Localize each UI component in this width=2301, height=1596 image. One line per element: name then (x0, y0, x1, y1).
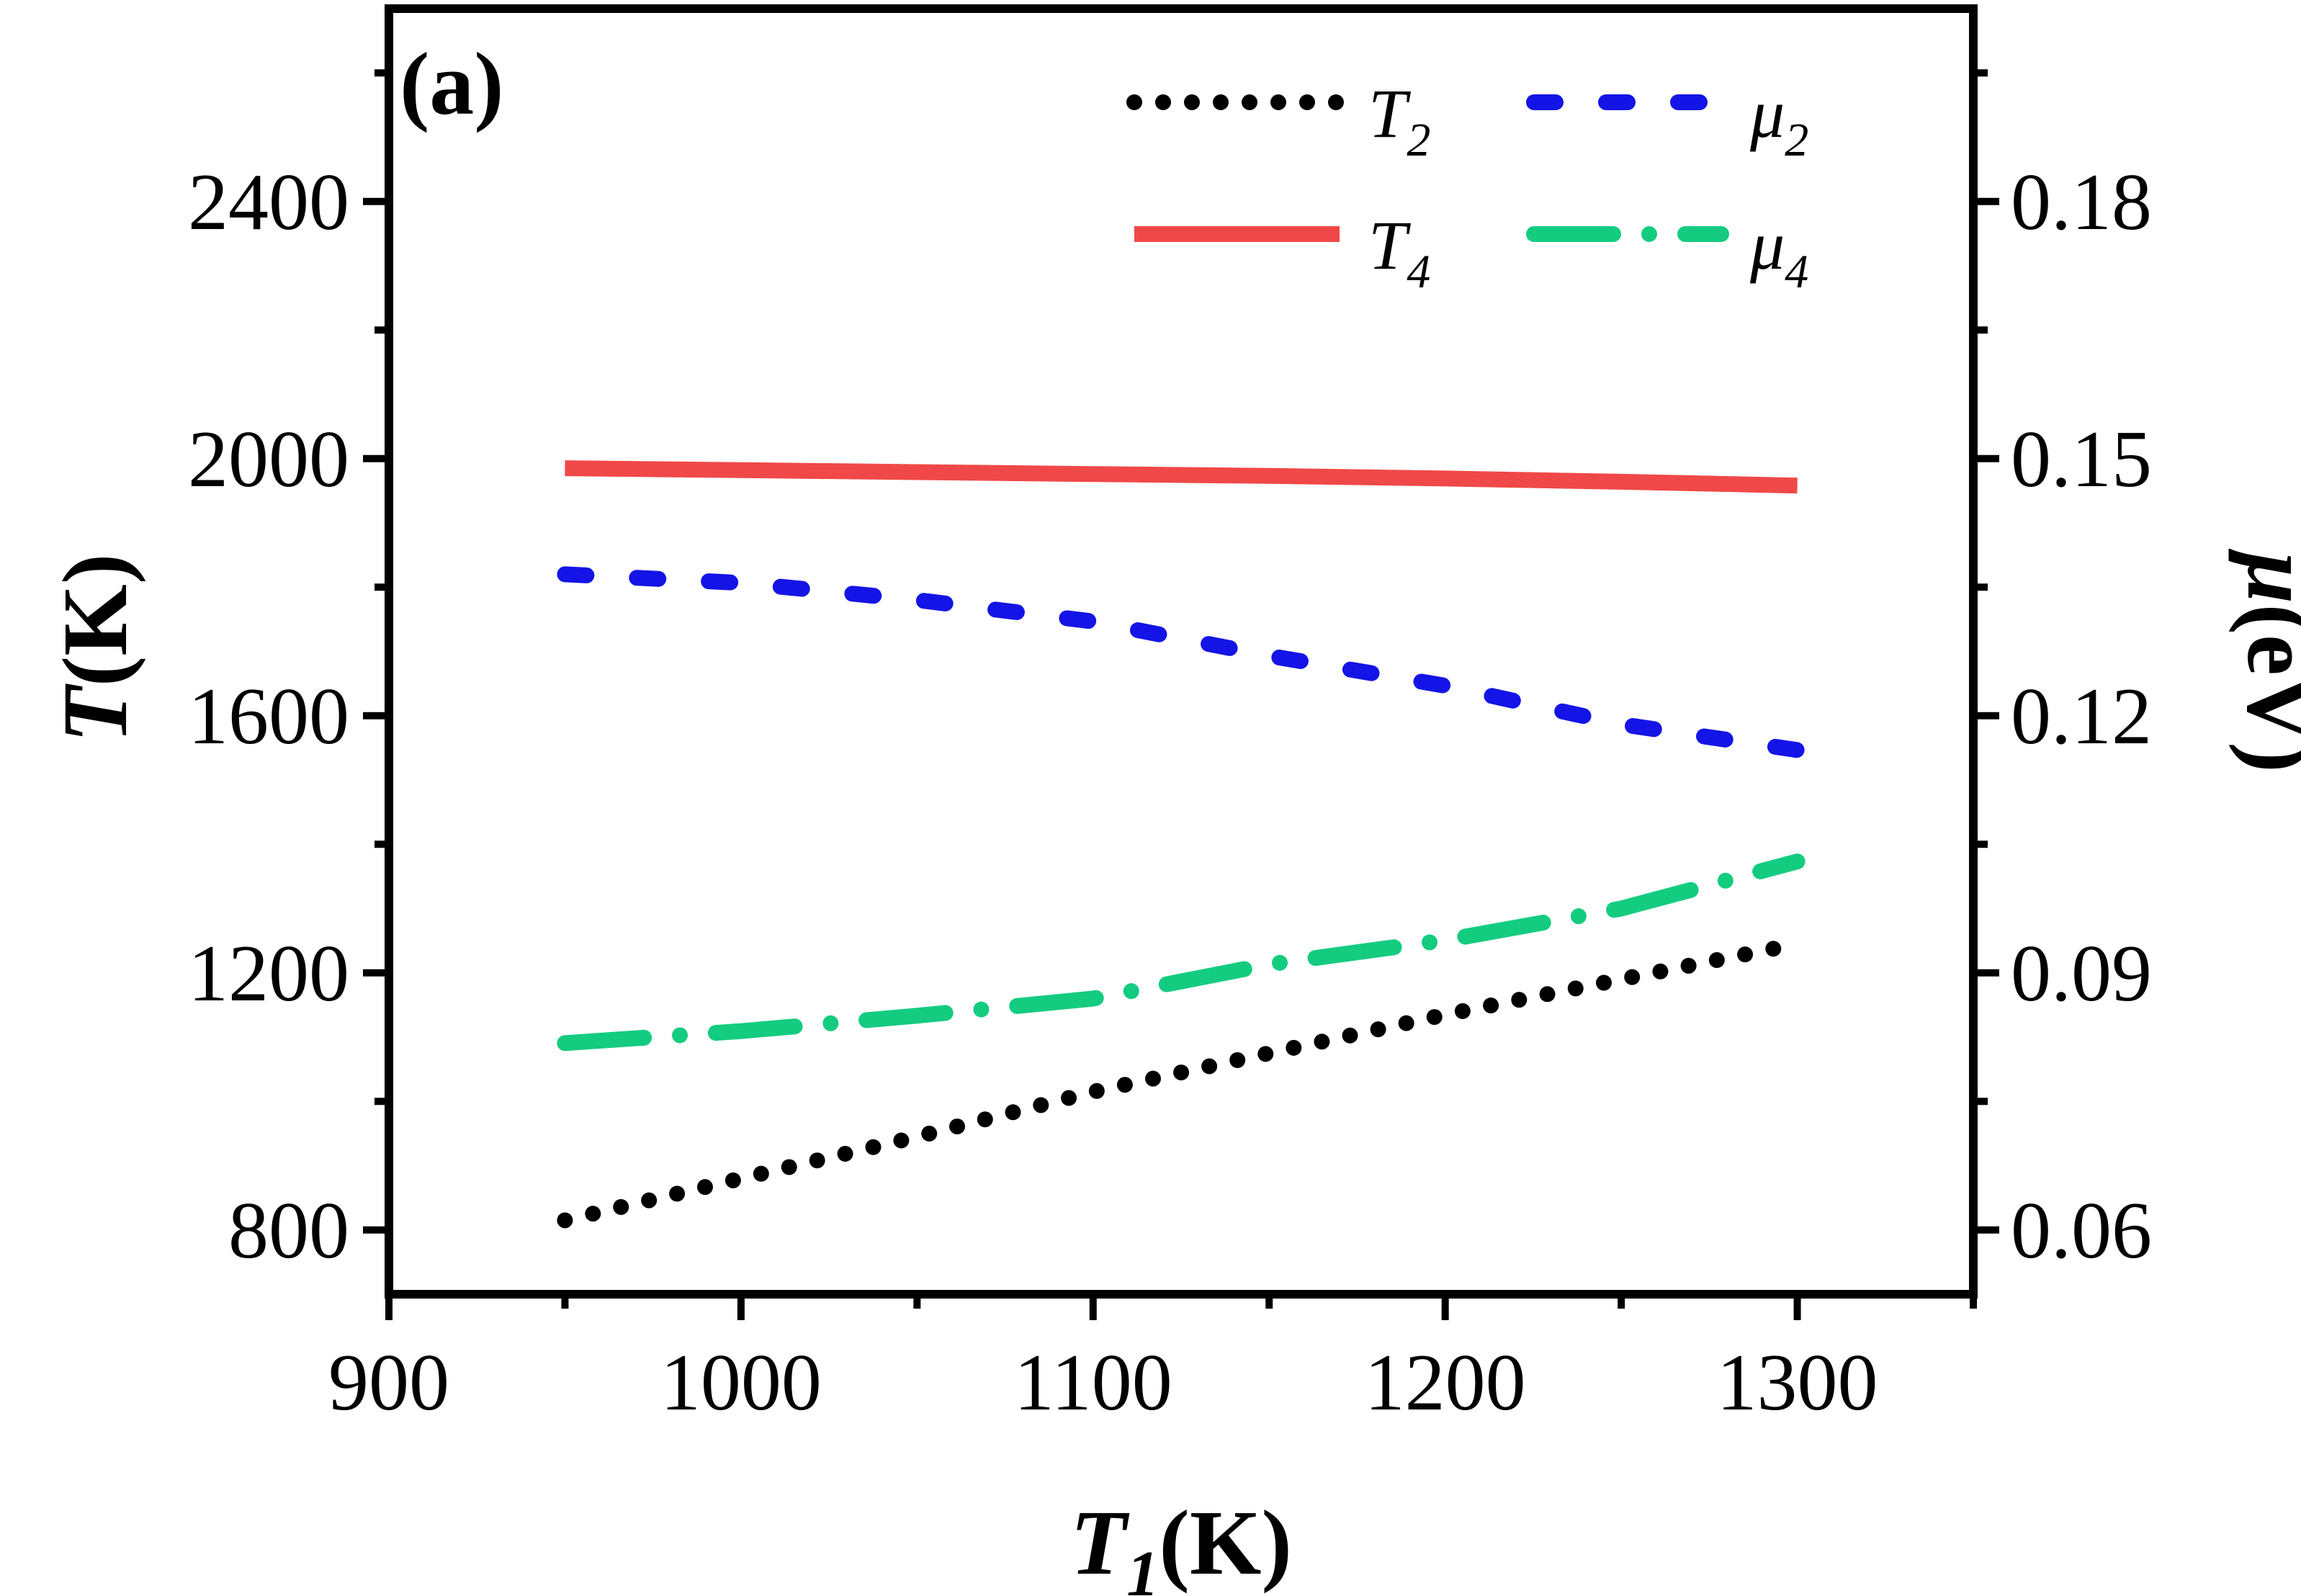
y-left-tick-label: 800 (228, 1186, 349, 1276)
series-layer (557, 460, 1806, 1229)
y-axis-left-title: T(K) (44, 554, 146, 743)
y-left-tick-label: 1200 (188, 929, 349, 1018)
y-left-tick-label: 2000 (188, 415, 349, 504)
y-right-tick-label: 0.18 (2011, 158, 2152, 247)
legend: T2 μ2 T4 μ4 (1126, 75, 1808, 298)
y-left-tick-label: 2400 (188, 158, 349, 247)
x-tick-label: 1100 (1014, 1338, 1172, 1427)
y-right-tick-label: 0.15 (2011, 415, 2152, 504)
legend-label: μ4 (1749, 207, 1808, 298)
series-line-mu4 (557, 853, 1806, 1052)
panel-label: (a) (400, 35, 504, 133)
y-right-tick-label: 0.12 (2011, 672, 2152, 761)
legend-label: μ2 (1749, 75, 1808, 166)
plot-frame (385, 4, 1978, 1299)
x-tick-label: 1000 (660, 1338, 822, 1427)
y-axis-right-title: μ(eV) (2228, 548, 2301, 773)
x-tick-label: 900 (328, 1338, 449, 1427)
labels-layer: 900 1000 1100 1200 1300 800 1200 1600 2000 2400 0.… (188, 158, 2152, 1427)
x-tick-label: 1300 (1717, 1338, 1878, 1427)
series-line-t2 (557, 936, 1806, 1229)
y-right-tick-label: 0.09 (2011, 929, 2152, 1018)
legend-label: T2 (1368, 75, 1430, 166)
y-left-tick-label: 1600 (188, 672, 349, 761)
x-tick-label: 1200 (1365, 1338, 1526, 1427)
x-axis-title: T1(K) (1070, 1492, 1292, 1596)
ticks-layer (363, 69, 1999, 1320)
y-right-tick-label: 0.06 (2011, 1186, 2152, 1276)
legend-label: T4 (1368, 207, 1430, 298)
series-line-t4 (565, 460, 1798, 494)
